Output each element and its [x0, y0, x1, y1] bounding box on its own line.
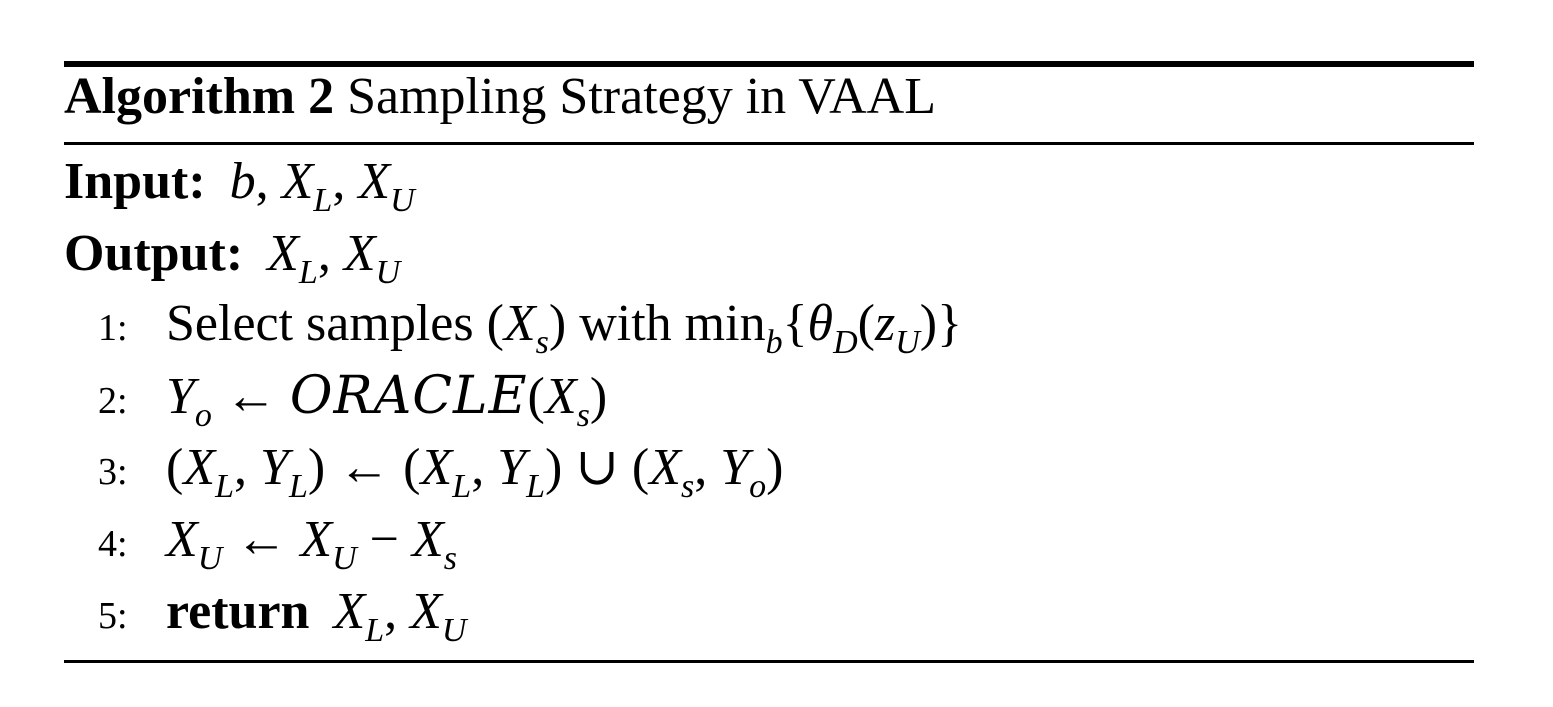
algorithm-name: Sampling Strategy in VAAL: [347, 68, 936, 125]
step-3: 3: (XL, YL) ← (XL, YL) ∪ (Xs, Yo): [98, 439, 784, 505]
step-5: 5: return XL, XU: [98, 583, 467, 649]
output-line: Output: XL, XU: [64, 225, 401, 291]
top-rule: [64, 61, 1474, 67]
step-text: (XL, YL) ← (XL, YL) ∪ (Xs, Yo): [166, 439, 784, 505]
step-number: 5:: [98, 595, 128, 637]
output-value: XL, XU: [267, 225, 401, 291]
return-keyword: return: [166, 583, 310, 640]
step-number: 3:: [98, 451, 128, 493]
input-line: Input: b, XL, XU: [64, 153, 415, 219]
step-2: 2: Yo ← ORACLE(Xs): [98, 366, 608, 434]
step-1: 1: Select samples (Xs) with minb{θD(zU)}: [98, 295, 963, 361]
step-text: XL, XU: [333, 583, 467, 649]
algorithm-title: Algorithm 2 Sampling Strategy in VAAL: [64, 71, 936, 123]
step-text: XU ← XU − Xs: [166, 511, 457, 577]
input-label: Input:: [64, 153, 206, 210]
algorithm-label: Algorithm 2: [64, 68, 335, 125]
middle-rule: [64, 142, 1474, 145]
step-number: 2:: [98, 380, 128, 422]
step-text: Yo ← ORACLE(Xs): [166, 366, 608, 434]
bottom-rule: [64, 660, 1474, 663]
step-text: Select samples (Xs) with minb{θD(zU)}: [166, 295, 963, 361]
step-number: 4:: [98, 523, 128, 565]
step-number: 1:: [98, 307, 128, 349]
step-4: 4: XU ← XU − Xs: [98, 511, 457, 577]
output-label: Output:: [64, 225, 244, 282]
input-value: b, XL, XU: [229, 153, 415, 219]
